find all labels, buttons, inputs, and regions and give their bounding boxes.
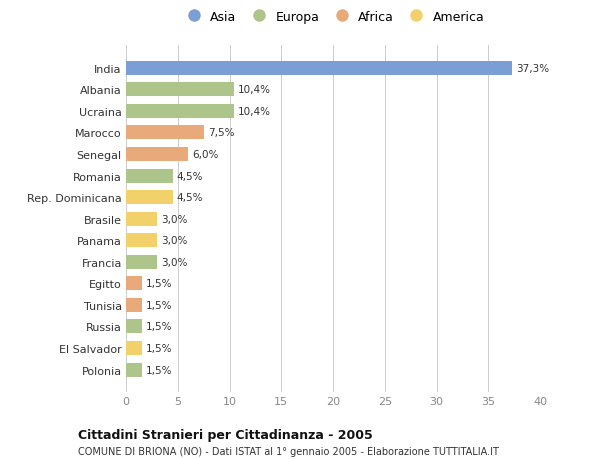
Bar [126, 320, 142, 334]
Text: COMUNE DI BRIONA (NO) - Dati ISTAT al 1° gennaio 2005 - Elaborazione TUTTITALIA.: COMUNE DI BRIONA (NO) - Dati ISTAT al 1°… [78, 446, 499, 456]
Text: 7,5%: 7,5% [208, 128, 234, 138]
Text: 10,4%: 10,4% [238, 106, 271, 117]
Text: 6,0%: 6,0% [192, 150, 218, 160]
Text: 3,0%: 3,0% [161, 235, 188, 246]
Text: 3,0%: 3,0% [161, 257, 188, 267]
Bar [126, 341, 142, 355]
Text: 1,5%: 1,5% [146, 365, 172, 375]
Bar [126, 363, 142, 377]
Bar [126, 190, 173, 205]
Text: Cittadini Stranieri per Cittadinanza - 2005: Cittadini Stranieri per Cittadinanza - 2… [78, 428, 373, 441]
Bar [126, 277, 142, 291]
Legend: Asia, Europa, Africa, America: Asia, Europa, Africa, America [182, 11, 484, 23]
Text: 4,5%: 4,5% [177, 193, 203, 203]
Bar [126, 212, 157, 226]
Bar [126, 105, 233, 118]
Bar [126, 169, 173, 183]
Bar [126, 298, 142, 312]
Text: 1,5%: 1,5% [146, 343, 172, 353]
Text: 3,0%: 3,0% [161, 214, 188, 224]
Text: 4,5%: 4,5% [177, 171, 203, 181]
Text: 1,5%: 1,5% [146, 279, 172, 289]
Bar [126, 234, 157, 248]
Text: 37,3%: 37,3% [516, 64, 550, 73]
Bar [126, 148, 188, 162]
Text: 1,5%: 1,5% [146, 322, 172, 332]
Bar [126, 255, 157, 269]
Bar [126, 62, 512, 76]
Bar [126, 126, 203, 140]
Text: 10,4%: 10,4% [238, 85, 271, 95]
Text: 1,5%: 1,5% [146, 300, 172, 310]
Bar [126, 83, 233, 97]
